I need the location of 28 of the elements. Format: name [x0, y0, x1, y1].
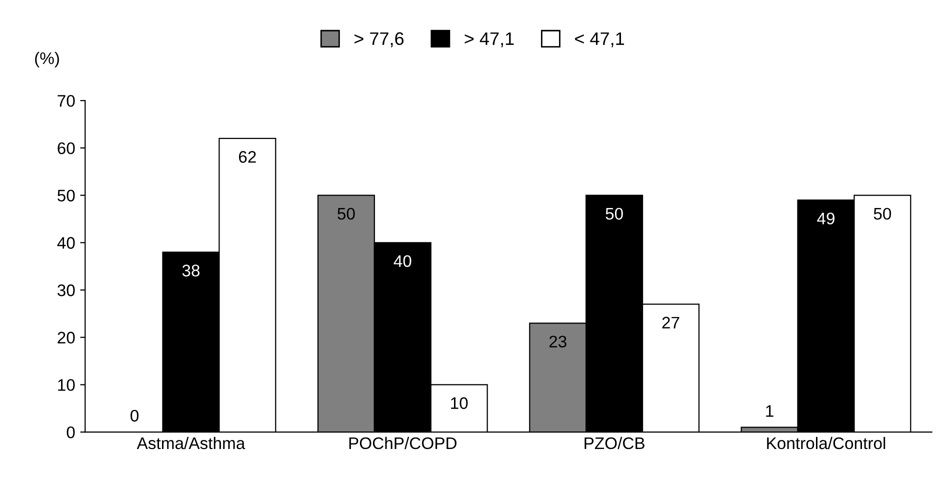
- x-tick-label: POChP/COPD: [349, 436, 456, 450]
- x-tick-label: Astma/Asthma: [136, 436, 246, 450]
- y-tick-label: 20: [58, 332, 75, 344]
- y-tick-label: 10: [58, 379, 75, 391]
- y-axis-title: (%): [35, 52, 59, 68]
- data-label: 10: [451, 397, 468, 410]
- data-label: 50: [874, 208, 892, 220]
- x-tick-label: PZO/CB: [584, 436, 644, 450]
- data-label: 0: [130, 410, 139, 422]
- data-label: 50: [338, 208, 355, 220]
- y-tick-label: 70: [58, 94, 75, 107]
- data-label: 50: [606, 208, 623, 220]
- data-label: 1: [766, 405, 774, 417]
- y-tick-label: 0: [66, 426, 75, 438]
- legend-label: < 47,1: [575, 32, 624, 48]
- y-tick-label: 50: [58, 190, 75, 202]
- legend-label: > 77,6: [354, 32, 404, 48]
- data-label: 27: [662, 316, 680, 328]
- data-label: 49: [817, 212, 834, 224]
- data-label: 23: [549, 336, 566, 348]
- y-tick-label: 60: [58, 142, 75, 154]
- data-label: 38: [182, 264, 200, 276]
- y-tick-label: 40: [57, 237, 75, 249]
- legend-label: > 47,1: [464, 32, 514, 48]
- x-tick-label: Kontrola/Control: [767, 436, 886, 450]
- data-label: 62: [238, 151, 256, 163]
- data-label: 40: [394, 255, 412, 268]
- y-tick-label: 30: [58, 284, 75, 296]
